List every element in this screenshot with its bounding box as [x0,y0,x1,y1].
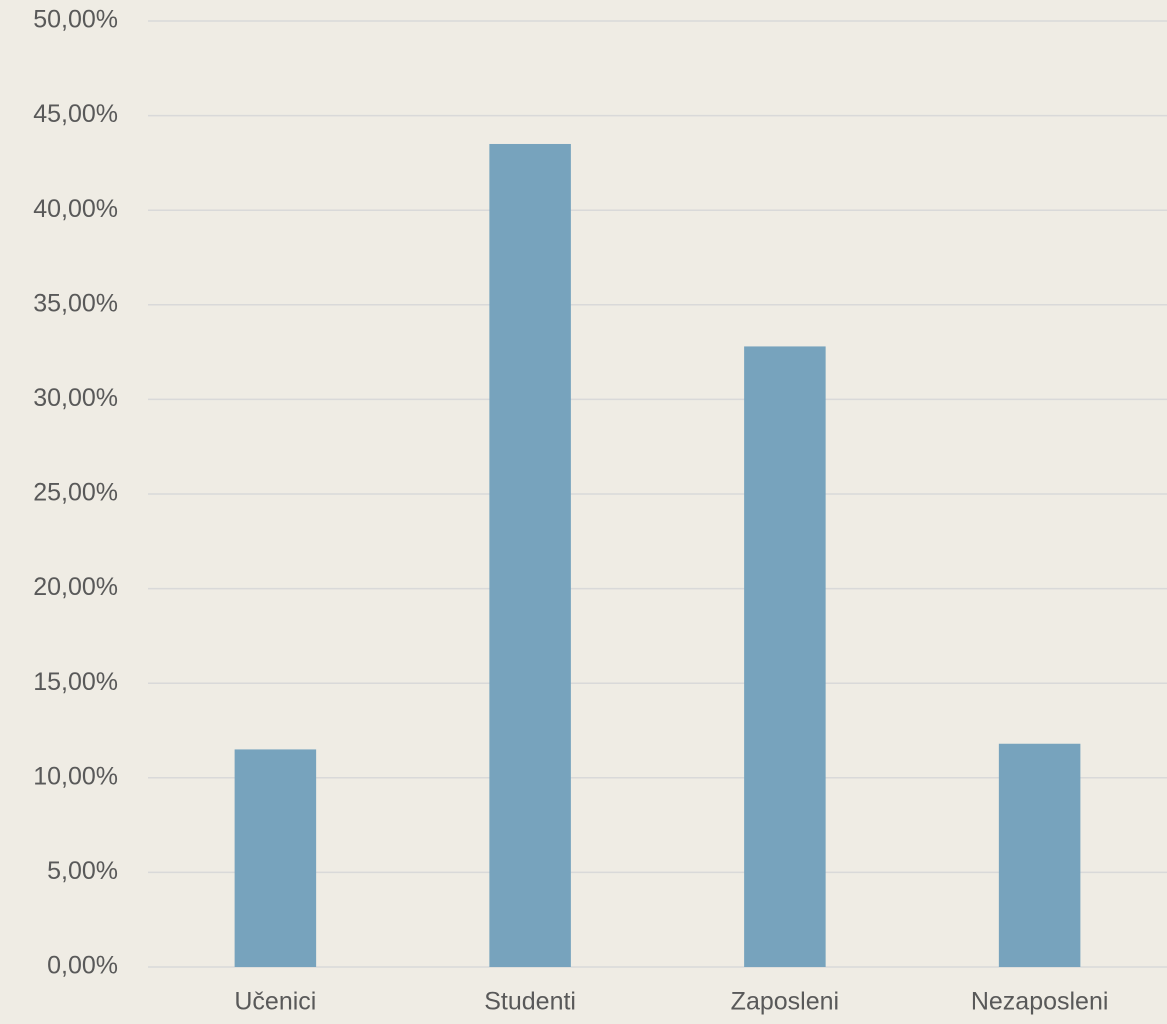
x-tick-label: Studenti [484,988,576,1016]
bar [998,743,1081,967]
bar [744,346,826,967]
x-tick-label: Nezaposleni [971,988,1109,1016]
y-tick-label: 15,00% [33,668,118,696]
y-tick-label: 5,00% [47,857,118,885]
y-tick-label: 40,00% [33,195,118,223]
y-tick-label: 45,00% [33,100,118,128]
y-tick-label: 0,00% [47,952,118,980]
y-tick-label: 50,00% [33,6,118,34]
x-tick-label: Učenici [234,988,316,1016]
y-tick-label: 20,00% [33,573,118,601]
x-tick-label: Zaposleni [731,988,839,1016]
y-tick-label: 25,00% [33,479,118,507]
bar [234,749,317,967]
y-tick-label: 30,00% [33,384,118,412]
y-tick-label: 10,00% [33,762,118,790]
bar [489,143,571,968]
y-tick-label: 35,00% [33,289,118,317]
